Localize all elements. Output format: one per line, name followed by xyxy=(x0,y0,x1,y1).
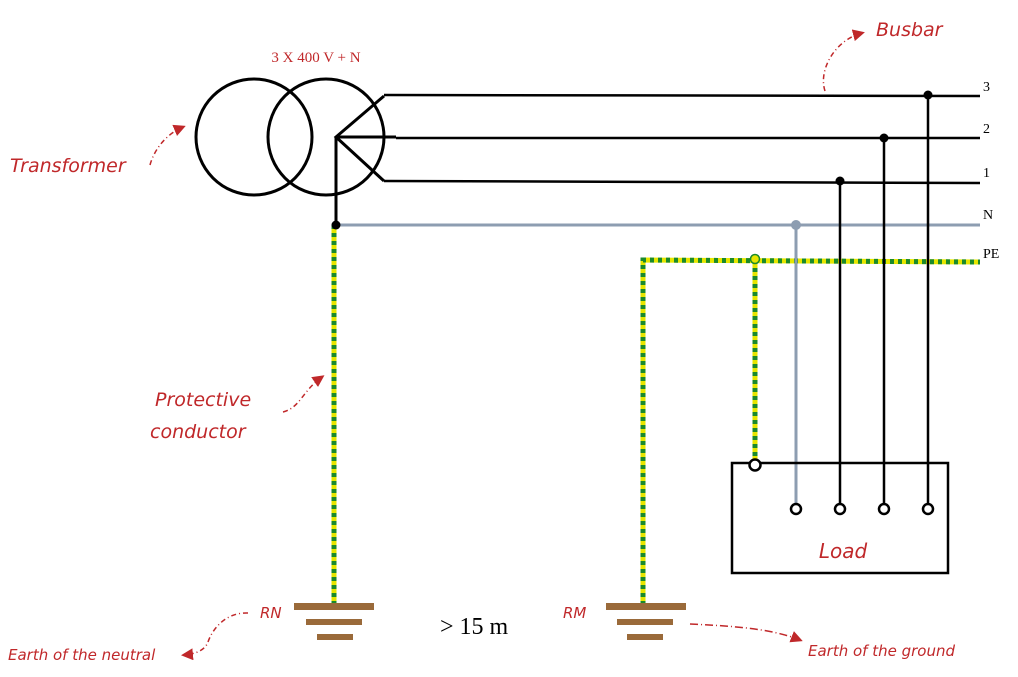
earth-separation: > 15 m xyxy=(440,614,509,640)
busbar-pe xyxy=(640,257,981,605)
protective-conductor-annotation-line2: conductor xyxy=(150,421,247,443)
earth-ground-symbol xyxy=(606,603,686,640)
busbar-label-3: 3 xyxy=(983,80,990,95)
earth-neutral-annotation-arrow xyxy=(181,612,249,661)
protective-conductor-annotation-arrow xyxy=(282,375,325,413)
transformer-annotation-arrow xyxy=(149,124,186,166)
pe-junction-dot xyxy=(749,253,761,265)
busbar-phase-1 xyxy=(383,179,981,185)
load-l2-terminal xyxy=(877,502,891,516)
busbar-annotation: Busbar xyxy=(876,19,944,41)
busbar-phase-3 xyxy=(383,93,981,98)
busbar-labels: 3 2 1 N PE xyxy=(983,80,999,262)
neutral-junction-dot xyxy=(331,220,341,230)
load-label: Load xyxy=(819,539,868,563)
busbar-label-n: N xyxy=(983,208,993,223)
earth-neutral-symbol xyxy=(294,603,374,640)
busbar-label-1: 1 xyxy=(983,166,990,181)
load-l1-terminal xyxy=(833,502,847,516)
annotations: Busbar Transformer Protective conductor … xyxy=(8,19,955,664)
busbar-label-2: 2 xyxy=(983,122,990,137)
transformer xyxy=(194,77,396,225)
busbar-annotation-arrow xyxy=(822,29,865,92)
load: Load xyxy=(730,458,950,575)
load-box xyxy=(730,461,950,575)
neutral-tap-dot xyxy=(791,220,801,230)
transformer-star-connection xyxy=(333,94,396,225)
phase-2-tap-dot xyxy=(879,133,889,143)
load-feeders xyxy=(749,90,933,505)
busbar-label-pe: PE xyxy=(983,247,999,262)
load-n-terminal xyxy=(789,502,803,516)
phase-3-tap-dot xyxy=(923,90,933,100)
protective-conductor xyxy=(331,220,341,603)
transformer-rating: 3 X 400 V + N xyxy=(271,50,360,66)
earth-ground-annotation-arrow xyxy=(689,623,803,643)
earth-ground-code: RM xyxy=(563,604,586,622)
transformer-annotation: Transformer xyxy=(10,155,127,177)
earth-neutral-code: RN xyxy=(260,604,282,622)
protective-conductor-annotation-line1: Protective xyxy=(155,389,251,411)
load-l3-terminal xyxy=(921,502,935,516)
phase-1-tap-dot xyxy=(835,176,845,186)
earth-neutral-annotation: Earth of the neutral xyxy=(8,646,156,664)
earth-ground-annotation: Earth of the ground xyxy=(808,642,955,660)
transformer-primary-winding xyxy=(194,77,314,197)
load-pe-terminal xyxy=(748,458,762,472)
